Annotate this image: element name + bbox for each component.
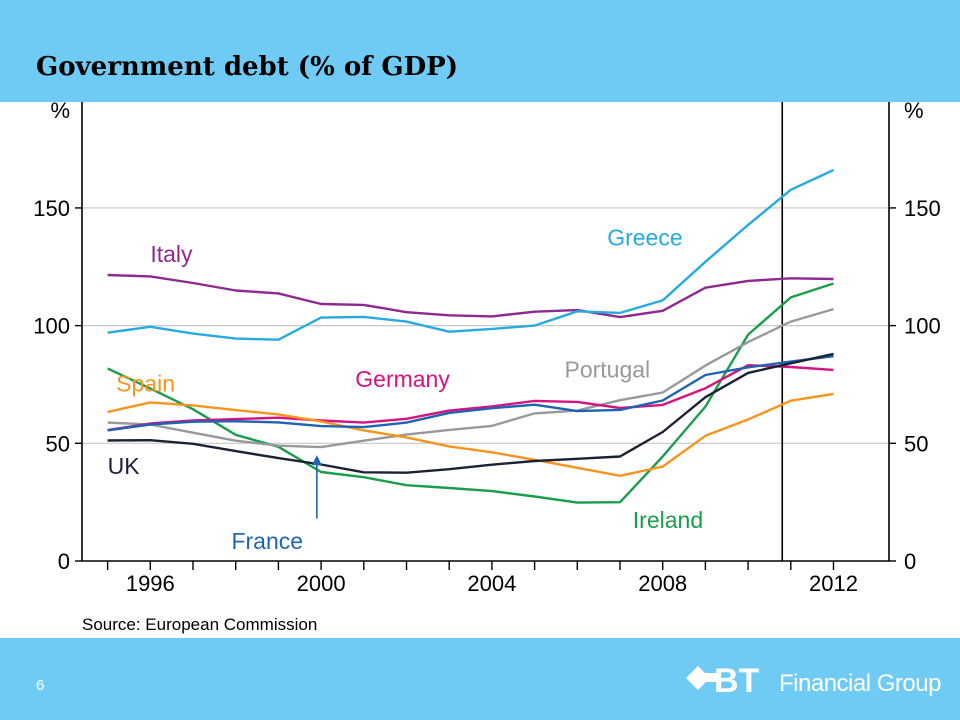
x-tick-label-2008: 2008	[638, 571, 687, 596]
chart-source: Source: European Commission	[82, 615, 318, 634]
logo-text: Financial Group	[779, 670, 941, 697]
x-tick-label-2012: 2012	[809, 571, 858, 596]
y-tick-label-left-150: 150	[33, 196, 70, 221]
series-label-uk: UK	[108, 453, 141, 479]
series-line-italy	[107, 273, 834, 319]
bt-logo: BT Financial Group	[684, 660, 944, 710]
page-number: 6	[36, 677, 45, 694]
y-axis-unit-right: %	[904, 102, 924, 123]
slide-title: Government debt (% of GDP)	[36, 52, 459, 82]
bt-mark: BT	[714, 662, 760, 700]
series-label-italy: Italy	[150, 241, 193, 267]
x-tick-label-2004: 2004	[467, 571, 516, 596]
series-label-ireland: Ireland	[633, 507, 703, 533]
y-tick-label-right-50: 50	[904, 431, 928, 456]
y-tick-label-right-100: 100	[904, 314, 941, 339]
france-pointer-arrowhead	[311, 455, 322, 466]
footer-band	[0, 638, 960, 720]
y-axis-unit-left: %	[50, 102, 70, 123]
debt-line-chart: 0 0 50 50 100 100 150 150% % 1996 2000 2004 2008 2012…	[33, 102, 941, 596]
series-line-france	[107, 355, 834, 432]
series-line-uk	[107, 352, 834, 474]
series-label-portugal: Portugal	[564, 356, 650, 382]
series-label-greece: Greece	[607, 225, 682, 251]
y-tick-label-right-0: 0	[904, 549, 916, 574]
series-line-spain	[107, 392, 834, 477]
series-line-portugal	[107, 307, 834, 449]
y-tick-label-left-100: 100	[33, 314, 70, 339]
y-tick-label-right-150: 150	[904, 196, 941, 221]
y-tick-label-left-0: 0	[58, 549, 70, 574]
series-line-greece	[107, 168, 835, 341]
series-label-spain: Spain	[116, 371, 175, 397]
series-label-germany: Germany	[355, 366, 450, 392]
y-tick-label-left-50: 50	[46, 431, 70, 456]
x-tick-label-2000: 2000	[297, 571, 346, 596]
bt-diamond-arrow-icon: BT	[686, 662, 760, 700]
title-band	[0, 0, 960, 102]
series-label-france: France	[231, 528, 303, 554]
x-tick-label-1996: 1996	[126, 571, 175, 596]
series-line-ireland	[107, 282, 834, 504]
series-line-germany	[107, 364, 834, 432]
